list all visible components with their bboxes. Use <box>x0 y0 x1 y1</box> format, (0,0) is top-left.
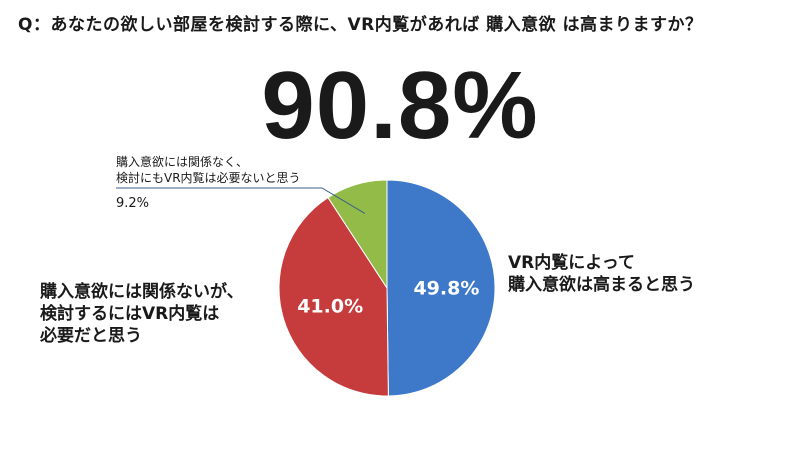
slice-label-unnecessary-line2: 検討にもVR内覧は必要ないと思う <box>116 171 301 185</box>
slice-label-necessary-line3: 必要だと思う <box>40 326 142 346</box>
slice-value-unnecessary: 9.2% <box>116 196 150 211</box>
slice-label-unnecessary-line1: 購入意欲には関係なく、 <box>116 155 249 169</box>
slice-unnecessary <box>327 179 388 290</box>
slice-necessary <box>278 196 389 397</box>
slice-label-increase-line1: VR内覧によって <box>508 253 635 273</box>
slice-increase <box>386 179 496 397</box>
slice-value-necessary: 41.0% <box>297 295 363 317</box>
slice-value-increase: 49.8% <box>413 278 479 300</box>
slice-label-unnecessary: 購入意欲には関係なく、 検討にもVR内覧は必要ないと思う <box>116 154 301 186</box>
headline-percentage: 90.8% <box>261 52 539 159</box>
slice-label-necessary-line1: 購入意欲には関係ないが、 <box>40 282 244 302</box>
slice-label-necessary-line2: 検討するにはVR内覧は <box>40 304 220 324</box>
slice-label-increase: VR内覧によって 購入意欲は高まると思う <box>508 252 695 296</box>
question-title: Q：あなたの欲しい部屋を検討する際に、VR内覧があれば 購入意欲 は高まりますか… <box>18 15 703 35</box>
slice-label-increase-line2: 購入意欲は高まると思う <box>508 275 695 295</box>
slice-label-necessary: 購入意欲には関係ないが、 検討するにはVR内覧は 必要だと思う <box>40 281 244 347</box>
leader-line-unnecessary <box>116 187 366 214</box>
